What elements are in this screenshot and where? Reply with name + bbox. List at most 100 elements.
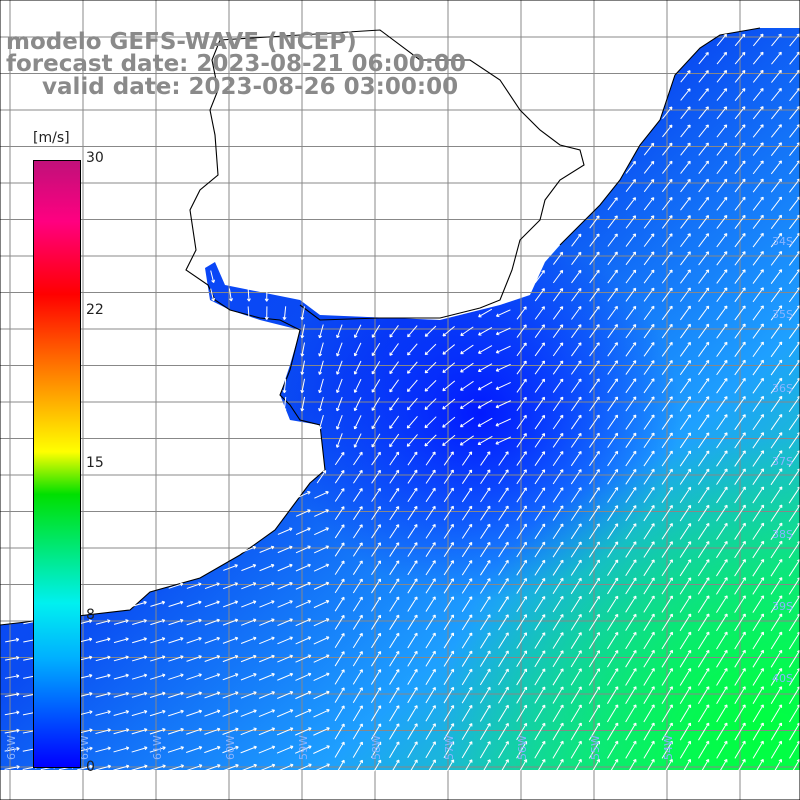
wind-arrow	[424, 361, 437, 374]
wind-arrow	[662, 160, 673, 174]
wind-arrow	[461, 704, 473, 722]
wind-arrow	[282, 306, 287, 320]
wind-arrow	[495, 436, 512, 445]
wind-arrow	[210, 270, 216, 283]
wind-arrow	[461, 614, 473, 631]
wind-arrow	[424, 398, 437, 410]
wind-arrow	[534, 306, 545, 320]
wind-arrow	[607, 686, 619, 704]
wind-arrow	[4, 692, 20, 698]
colorbar-tick-22: 22	[86, 302, 104, 318]
wind-arrow	[371, 524, 381, 539]
wind-arrow	[716, 178, 728, 193]
wind-arrow	[495, 309, 511, 318]
wind-arrow	[334, 488, 345, 502]
wind-arrow	[313, 708, 330, 718]
wind-arrow	[335, 396, 343, 412]
wind-arrow	[425, 632, 436, 649]
wind-arrow	[770, 504, 783, 522]
wind-arrow	[259, 654, 275, 663]
wind-arrow	[770, 160, 782, 175]
wind-arrow	[716, 305, 728, 321]
wind-arrow	[294, 763, 312, 773]
wind-arrow	[371, 632, 382, 649]
wind-arrow	[716, 468, 728, 485]
wind-arrow	[552, 487, 564, 503]
wind-arrow	[222, 745, 239, 754]
wind-arrow	[407, 632, 418, 649]
wind-arrow	[734, 486, 746, 504]
wind-arrow	[534, 396, 546, 412]
wind-arrow	[478, 308, 493, 318]
wind-arrow	[752, 432, 765, 449]
wind-arrow	[607, 251, 618, 266]
wind-arrow	[185, 746, 203, 753]
wind-arrow	[716, 486, 728, 504]
wind-arrow	[443, 723, 455, 740]
wind-arrow	[589, 324, 600, 339]
wind-arrow	[588, 595, 600, 613]
wind-arrow	[407, 505, 418, 521]
wind-arrow	[4, 765, 20, 770]
wind-arrow	[716, 287, 728, 303]
wind-arrow	[443, 614, 455, 631]
wind-arrow	[570, 577, 582, 595]
colorbar-tick-8: 8	[86, 607, 95, 623]
wind-arrow	[479, 596, 491, 613]
wind-arrow	[607, 740, 619, 759]
wind-arrow	[589, 468, 600, 485]
wind-arrow	[734, 88, 746, 101]
wind-arrow	[661, 613, 673, 632]
wind-arrow	[752, 287, 764, 303]
wind-arrow	[314, 509, 329, 517]
wind-arrow	[770, 269, 783, 284]
wind-arrow	[498, 487, 509, 503]
wind-arrow	[131, 746, 148, 753]
wind-arrow	[716, 341, 728, 357]
wind-arrow	[661, 523, 673, 540]
wind-arrow	[589, 378, 600, 393]
wind-arrow	[425, 686, 436, 704]
wind-arrow	[222, 763, 239, 772]
wind-arrow	[625, 432, 637, 448]
wind-arrow	[625, 396, 637, 412]
wind-arrow	[588, 704, 601, 723]
wind-arrow	[716, 323, 728, 339]
wind-arrow	[588, 577, 600, 595]
wind-arrow	[389, 668, 400, 685]
wind-arrow	[300, 360, 306, 375]
wind-arrow	[752, 214, 764, 230]
wind-arrow	[425, 505, 436, 521]
wind-arrow	[480, 469, 491, 485]
wind-arrow	[770, 758, 782, 777]
wind-arrow	[295, 545, 311, 554]
wind-arrow	[516, 342, 527, 357]
wind-arrow	[589, 487, 600, 503]
wind-arrow	[679, 468, 692, 485]
wind-arrow	[643, 233, 655, 247]
wind-arrow	[752, 196, 764, 211]
wind-arrow	[625, 160, 636, 174]
wind-arrow	[336, 360, 343, 375]
wind-arrow	[204, 727, 221, 735]
wind-arrow	[716, 88, 728, 101]
wind-arrow	[406, 397, 418, 411]
wind-arrow	[716, 106, 728, 120]
wind-arrow	[240, 727, 257, 736]
wind-arrow	[734, 722, 746, 741]
wind-arrow	[132, 637, 148, 644]
wind-arrow	[352, 651, 363, 667]
wind-arrow	[259, 582, 275, 590]
wind-arrow	[443, 759, 455, 777]
wind-arrow	[679, 595, 692, 613]
wind-arrow	[734, 504, 746, 522]
wind-arrow	[534, 686, 546, 704]
wind-arrow	[698, 215, 710, 229]
wind-arrow	[258, 727, 276, 736]
wind-arrow	[95, 655, 111, 662]
wind-arrow	[752, 124, 764, 138]
wind-arrow	[679, 613, 692, 632]
wind-arrow	[679, 722, 692, 741]
wind-arrow	[258, 709, 276, 718]
